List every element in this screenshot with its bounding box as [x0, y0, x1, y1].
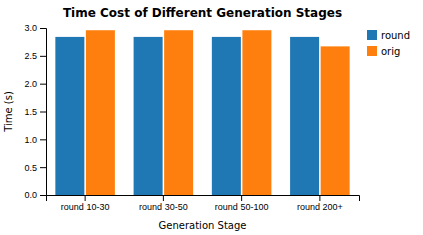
tick-mark — [40, 84, 46, 85]
y-tick: 1.5 — [24, 107, 46, 117]
title: Time Cost of Different Generation Stages — [63, 6, 342, 20]
bars — [55, 30, 349, 195]
chart: round 10-30 round 30-50 round 50-100 round … — [0, 0, 423, 235]
y-tick: 0.0 — [24, 190, 46, 200]
y-tick: 1.0 — [24, 135, 46, 145]
legend-item: round — [367, 30, 410, 41]
bar — [290, 37, 319, 195]
legend-swatch — [367, 30, 377, 40]
tick-mark — [40, 167, 46, 168]
tick-mark — [40, 56, 46, 57]
legend-swatch — [367, 46, 377, 56]
tick-mark — [40, 139, 46, 140]
tick-label: round 30-50 — [139, 202, 188, 212]
tick-label: 0.5 — [24, 163, 37, 173]
tick-mark — [241, 195, 242, 201]
tick-mark — [40, 112, 46, 113]
tick-mark — [319, 195, 320, 201]
bar — [134, 37, 163, 195]
tick-label: 2.0 — [24, 79, 37, 89]
tick-mark — [40, 195, 46, 196]
bar — [212, 37, 241, 195]
tick-label: round 50-100 — [215, 202, 269, 212]
tick-mark — [40, 28, 46, 29]
bar — [86, 30, 115, 195]
y-tick: 3.0 — [24, 23, 46, 33]
plot-area: round 10-30 round 30-50 round 50-100 round … — [24, 23, 359, 212]
y-axis-label: Time (s) — [3, 91, 14, 133]
x-tick: round 30-50 — [139, 195, 188, 212]
legend-item: orig — [367, 46, 400, 57]
legend: round orig — [367, 30, 410, 57]
tick-mark — [163, 195, 164, 201]
x-axis-label: Generation Stage — [159, 220, 247, 231]
x-tick: round 50-100 — [215, 195, 269, 212]
tick-label: 1.5 — [24, 107, 37, 117]
bar-series — [86, 30, 350, 195]
y-axis: 0.0 0.5 1.0 1.5 2.0 2.5 3.0 — [24, 23, 46, 200]
bar — [321, 46, 350, 195]
x-axis: round 10-30 round 30-50 round 50-100 round … — [47, 195, 360, 212]
tick-label: 1.0 — [24, 135, 37, 145]
tick-label: round 10-30 — [61, 202, 110, 212]
bar — [55, 37, 84, 195]
bar — [242, 30, 271, 195]
x-tick: round 10-30 — [61, 195, 110, 212]
y-tick: 0.5 — [24, 163, 46, 173]
tick-label: 2.5 — [24, 51, 37, 61]
tick-mark — [85, 195, 86, 201]
legend-label: orig — [381, 46, 400, 57]
tick-label: round 200+ — [297, 202, 343, 212]
bar — [164, 30, 193, 195]
tick-label: 3.0 — [24, 23, 37, 33]
x-tick: round 200+ — [297, 195, 343, 212]
tick-label: 0.0 — [24, 190, 37, 200]
y-tick: 2.0 — [24, 79, 46, 89]
legend-label: round — [381, 30, 410, 41]
y-tick: 2.5 — [24, 51, 46, 61]
axis-line — [47, 196, 360, 202]
axis-line — [40, 29, 47, 196]
